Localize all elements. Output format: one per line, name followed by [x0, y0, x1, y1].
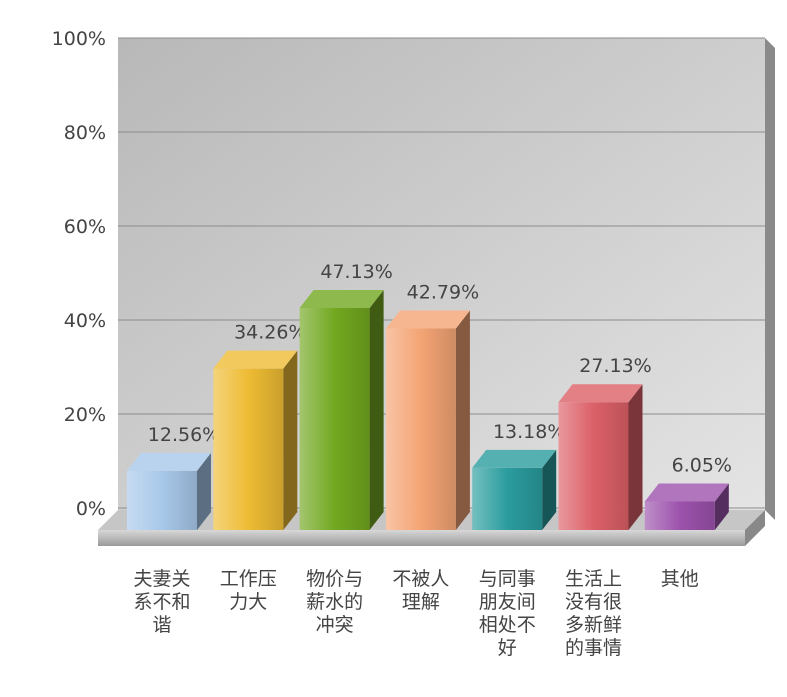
x-tick-line: 理解 — [402, 591, 440, 613]
value-label: 34.26% — [234, 322, 306, 344]
y-tick-label: 20% — [64, 404, 106, 426]
x-tick-label: 物价与薪水的冲突 — [306, 568, 363, 636]
x-tick-line: 其他 — [661, 568, 699, 590]
x-tick-label: 生活上没有很多新鲜的事情 — [565, 568, 622, 659]
value-label: 42.79% — [407, 281, 479, 303]
wall-side — [765, 38, 775, 520]
x-tick-line: 朋友间 — [479, 591, 536, 613]
value-label: 12.56% — [148, 424, 220, 446]
floor-front — [98, 530, 745, 546]
bar — [644, 501, 715, 530]
bar — [213, 368, 284, 530]
bar-top — [127, 452, 211, 471]
bar-side — [542, 449, 557, 530]
x-tick-label: 与同事朋友间相处不好 — [479, 568, 536, 659]
y-tick-label: 0% — [76, 498, 106, 520]
bar-top — [385, 310, 470, 329]
x-tick-line: 工作压 — [220, 568, 277, 590]
x-tick-line: 夫妻关 — [133, 568, 190, 590]
x-tick-label: 夫妻关系不和谐 — [133, 568, 190, 636]
bar — [299, 308, 370, 530]
y-tick-label: 80% — [64, 122, 106, 144]
x-tick-label: 工作压力大 — [220, 568, 277, 613]
x-tick-line: 谐 — [152, 614, 171, 636]
bar-side — [283, 350, 298, 530]
x-tick-label: 其他 — [661, 568, 699, 590]
y-tick-label: 40% — [64, 310, 106, 332]
bar-side — [714, 483, 729, 530]
x-tick-line: 不被人 — [392, 568, 449, 590]
bar — [472, 467, 543, 530]
y-tick-label: 60% — [64, 216, 106, 238]
bar — [385, 328, 456, 530]
floor-side — [745, 510, 765, 546]
bar-side — [197, 452, 211, 530]
x-tick-line: 好 — [498, 637, 517, 659]
x-tick-line: 没有很 — [565, 591, 622, 613]
value-label: 27.13% — [579, 355, 651, 377]
x-tick-line: 与同事 — [479, 568, 536, 590]
x-tick-label: 不被人理解 — [392, 568, 449, 613]
x-tick-line: 的事情 — [565, 637, 622, 659]
bar-top — [472, 449, 557, 468]
x-tick-line: 相处不 — [479, 614, 536, 636]
x-tick-line: 多新鲜 — [565, 614, 622, 636]
value-label: 6.05% — [672, 455, 732, 477]
bar-side — [369, 290, 384, 530]
x-tick-line: 系不和 — [133, 591, 190, 613]
x-tick-line: 物价与 — [306, 568, 363, 590]
bar-side — [455, 310, 470, 530]
value-label: 13.18% — [493, 421, 565, 443]
bar-top — [644, 483, 729, 502]
bar — [558, 402, 629, 530]
y-tick-label: 100% — [52, 28, 106, 50]
bar — [127, 470, 197, 530]
bar-top — [213, 350, 298, 369]
value-label: 47.13% — [320, 261, 392, 283]
bar-top — [299, 290, 384, 309]
x-tick-line: 力大 — [229, 591, 267, 613]
bar-top — [558, 384, 643, 403]
x-tick-line: 薪水的 — [306, 591, 363, 613]
bar-side — [628, 384, 643, 530]
x-tick-line: 生活上 — [565, 568, 622, 590]
x-tick-line: 冲突 — [316, 614, 354, 636]
